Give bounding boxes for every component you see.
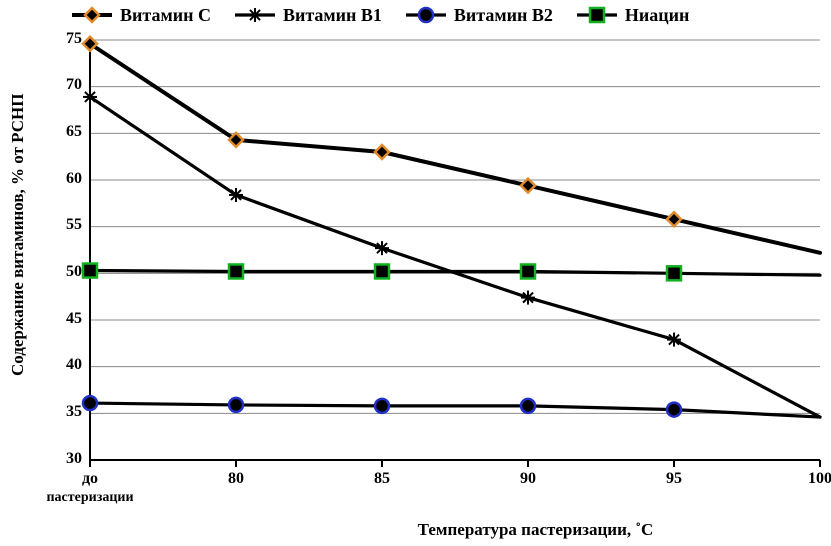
x-axis-label: Температура пастеризации, ˚С [0, 520, 831, 540]
chart-legend: Витамин С Витамин В1 Витамин В2 Ниацин [70, 4, 810, 26]
x-tick-label: 100 [780, 470, 831, 488]
x-tick-label: 95 [634, 470, 714, 488]
y-tick-label: 55 [42, 216, 82, 234]
legend-label: Витамин С [120, 5, 211, 26]
y-tick-label: 50 [42, 263, 82, 281]
y-tick-label: 65 [42, 123, 82, 141]
x-tick-sublabel: пастеризации [30, 490, 150, 506]
circle-icon [404, 4, 448, 26]
legend-label: Витамин В2 [454, 5, 553, 26]
y-tick-label: 75 [42, 30, 82, 48]
asterisk-icon [233, 4, 277, 26]
legend-item: Ниацин [575, 4, 690, 26]
chart-svg [0, 0, 831, 546]
legend-item: Витамин В2 [404, 4, 553, 26]
y-tick-label: 45 [42, 310, 82, 328]
x-tick-label: 90 [488, 470, 568, 488]
x-tick-label: до [50, 470, 130, 488]
y-tick-label: 60 [42, 170, 82, 188]
y-tick-label: 40 [42, 356, 82, 374]
x-tick-label: 80 [196, 470, 276, 488]
vitamin-chart: Витамин С Витамин В1 Витамин В2 Ниацин Соде… [0, 0, 831, 546]
x-tick-label: 85 [342, 470, 422, 488]
y-axis-label: Содержание витаминов, % от РСНП [8, 94, 28, 377]
y-tick-label: 35 [42, 403, 82, 421]
square-icon [575, 4, 619, 26]
y-tick-label: 30 [42, 450, 82, 468]
y-tick-label: 70 [42, 76, 82, 94]
legend-item: Витамин С [70, 4, 211, 26]
diamond-icon [70, 4, 114, 26]
legend-item: Витамин В1 [233, 4, 382, 26]
legend-label: Витамин В1 [283, 5, 382, 26]
legend-label: Ниацин [625, 5, 690, 26]
